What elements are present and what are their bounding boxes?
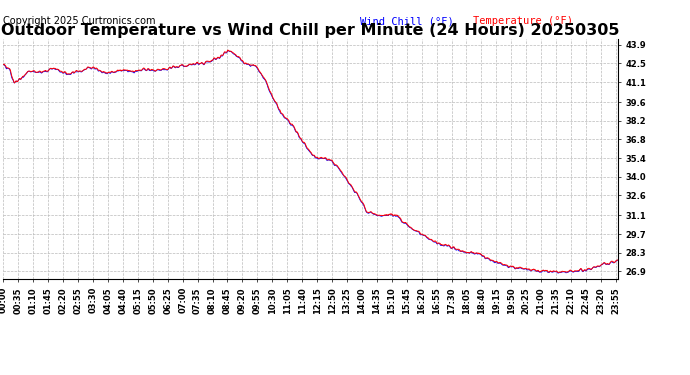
Text: Copyright 2025 Curtronics.com: Copyright 2025 Curtronics.com — [3, 16, 156, 26]
Title: Outdoor Temperature vs Wind Chill per Minute (24 Hours) 20250305: Outdoor Temperature vs Wind Chill per Mi… — [1, 23, 620, 38]
Text: Temperature (°F): Temperature (°F) — [473, 16, 573, 26]
Text: Wind Chill (°F): Wind Chill (°F) — [359, 16, 453, 26]
